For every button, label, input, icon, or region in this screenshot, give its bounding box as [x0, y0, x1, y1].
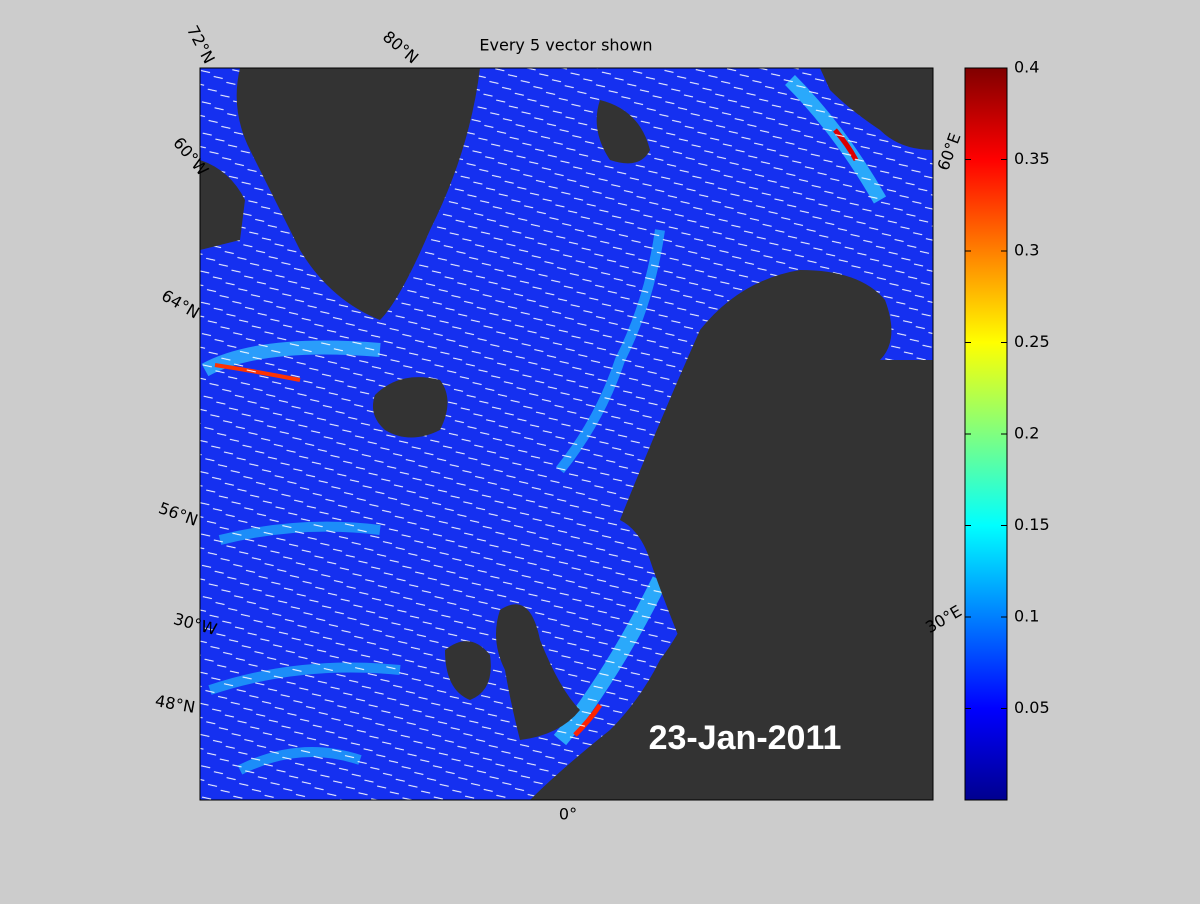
land-scandinavia-europe [530, 270, 933, 800]
colorbar-tick-label: 0.05 [1014, 698, 1050, 717]
date-label: 23-Jan-2011 [649, 719, 842, 757]
colorbar-tick-label: 0.2 [1014, 424, 1039, 443]
colorbar [964, 67, 1008, 801]
land-novaya-zemlya [820, 68, 933, 150]
colorbar-tick-label: 0.15 [1014, 515, 1050, 534]
title: Every 5 vector shown [479, 36, 652, 55]
graticule-label: 0° [559, 805, 577, 824]
land-great-britain [496, 604, 580, 740]
colorbar-tick-label: 0.1 [1014, 607, 1039, 626]
land-ireland [445, 641, 491, 700]
land-canada [200, 160, 245, 250]
colorbar-tick-label: 0.25 [1014, 332, 1050, 351]
land-greenland [236, 68, 480, 320]
map [200, 68, 933, 800]
map-frame [199, 67, 934, 801]
colorbar-tick-label: 0.35 [1014, 149, 1050, 168]
colorbar-tick-label: 0.3 [1014, 241, 1039, 260]
colorbar-tick-label: 0.4 [1014, 58, 1039, 77]
land-iceland [372, 377, 448, 438]
land-svalbard [596, 100, 650, 164]
